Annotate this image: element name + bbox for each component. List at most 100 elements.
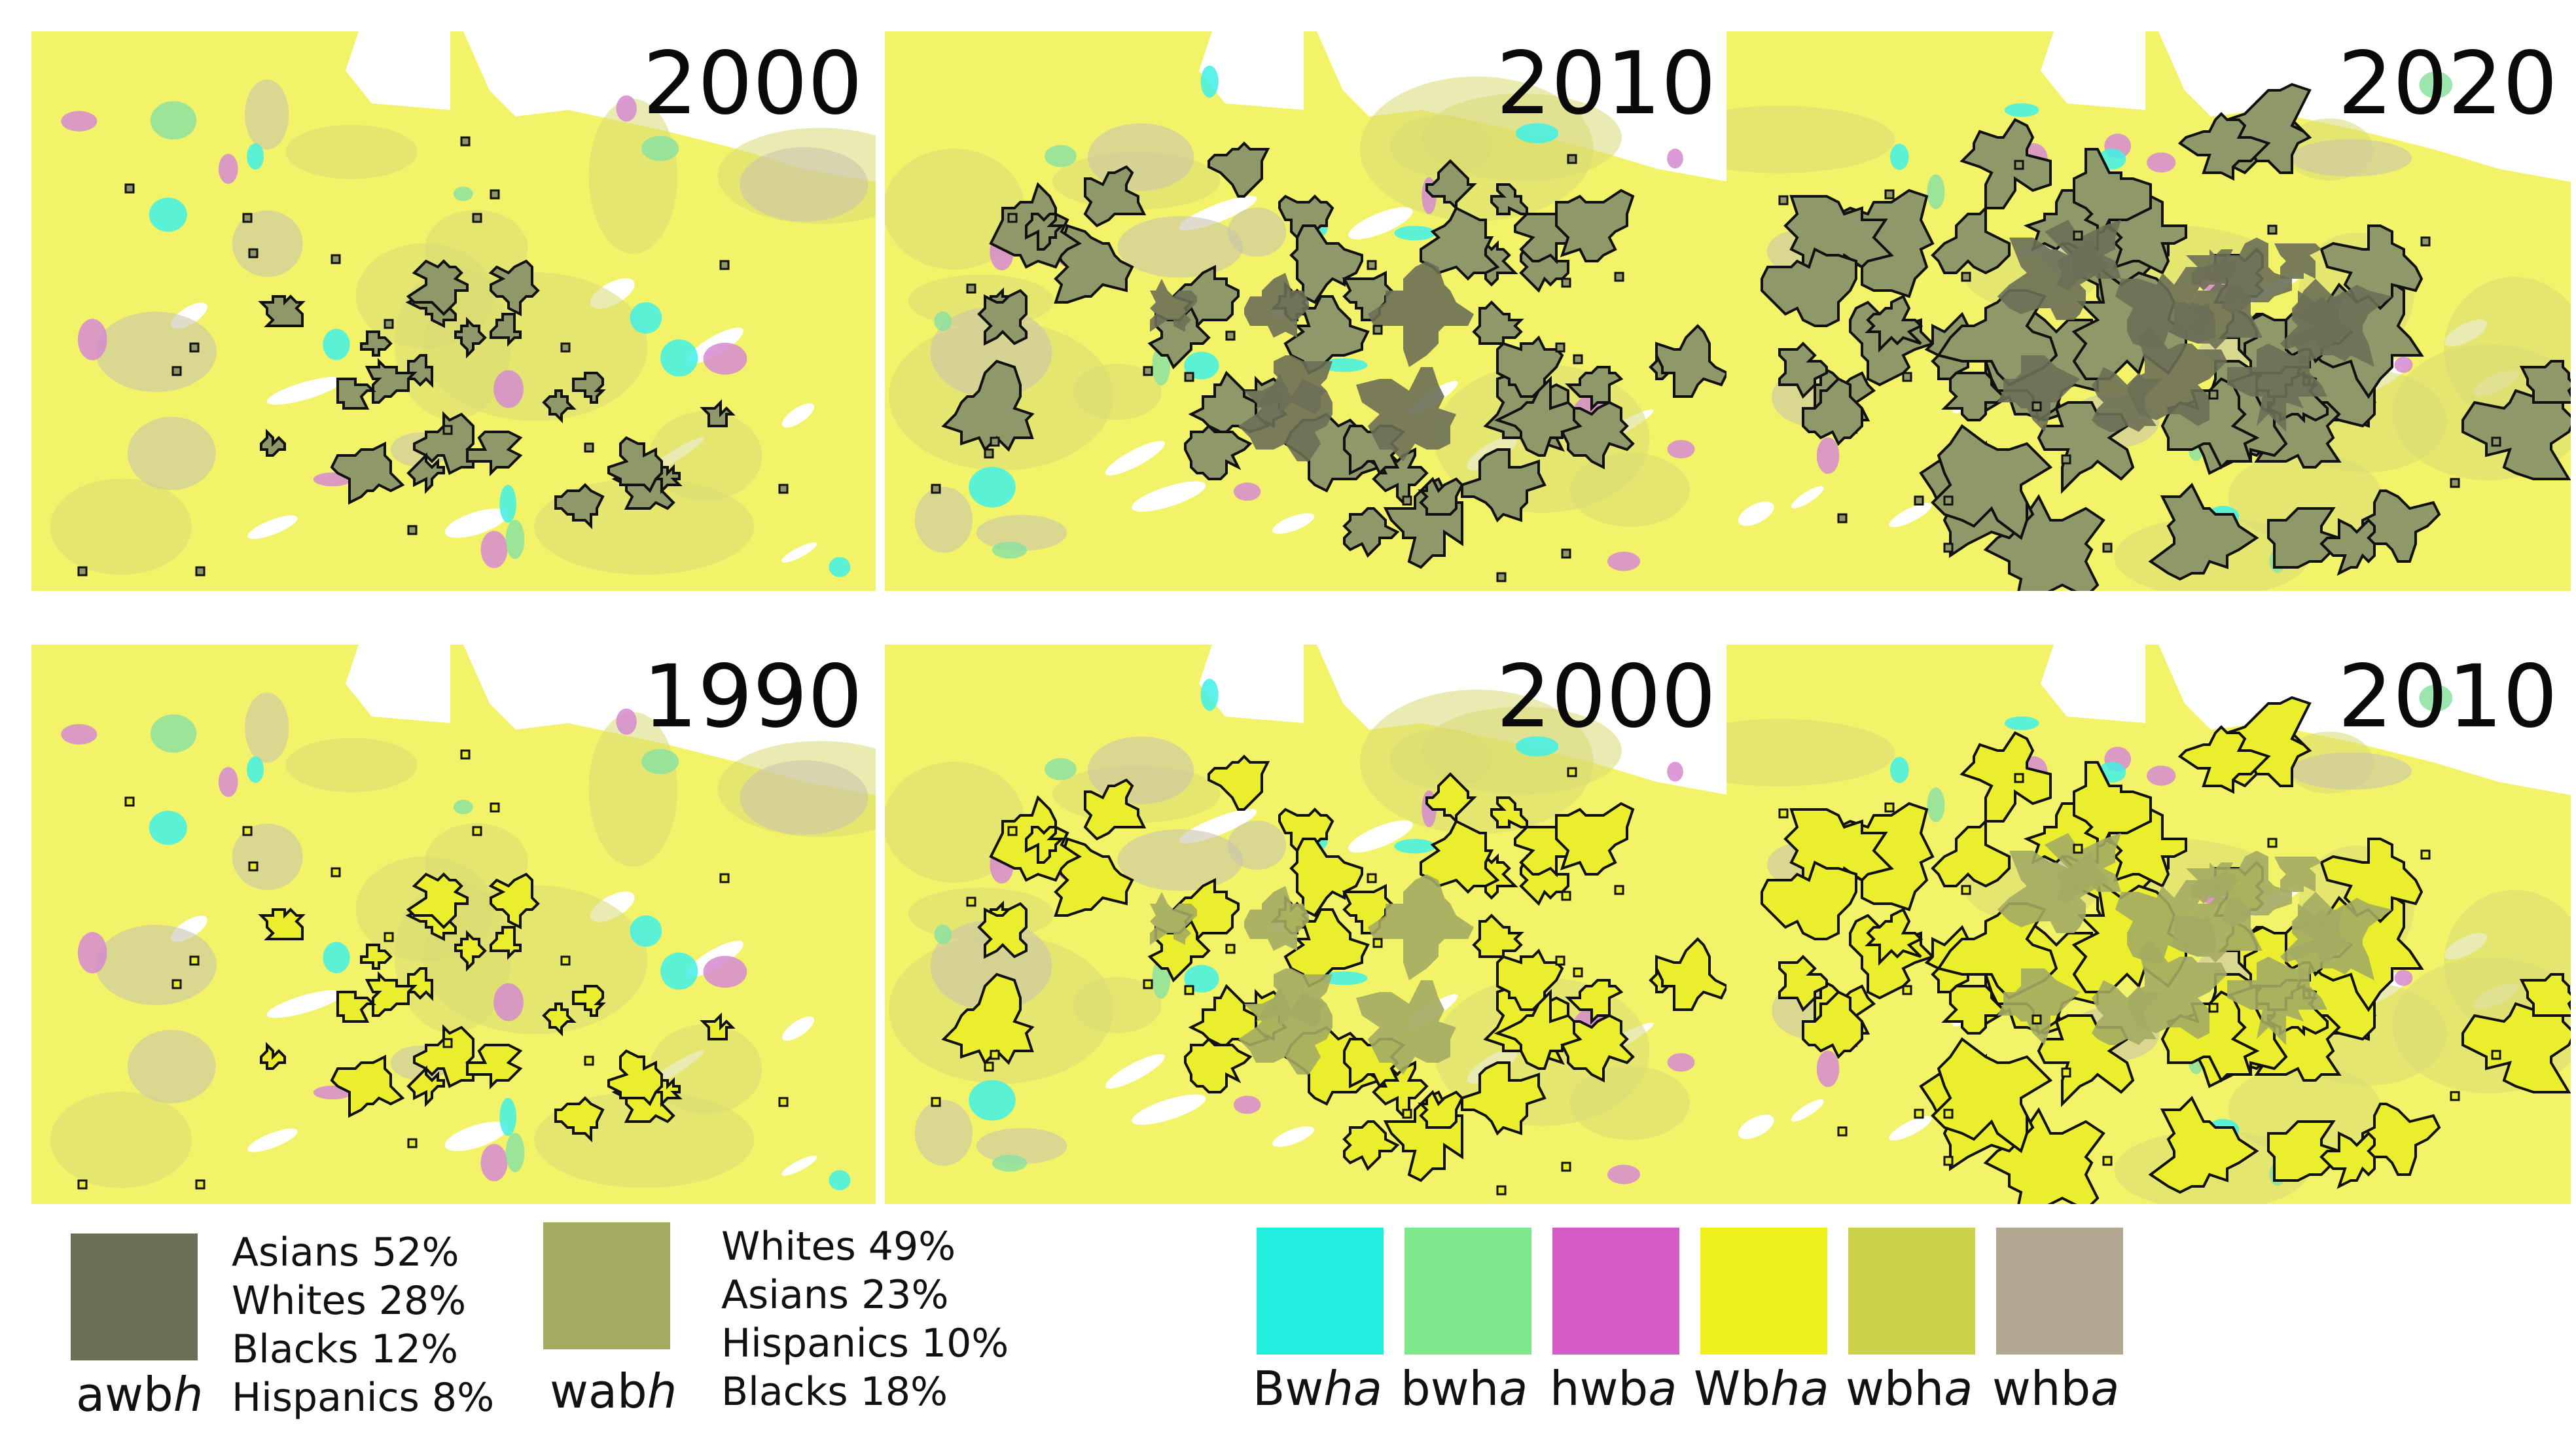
isolated-cluster (2267, 224, 2278, 235)
isolated-cluster (407, 1138, 418, 1148)
bwha-cyan-patch (247, 143, 264, 170)
isolated-cluster (984, 448, 994, 459)
cluster-boundary (1184, 1037, 1253, 1093)
cluster-boundary (2519, 360, 2571, 404)
map-6 (1726, 645, 2571, 1204)
hwba-patch (2394, 970, 2413, 986)
isolated-cluster (1902, 985, 1912, 995)
map-panel-3: 2020 (1726, 31, 2571, 591)
legend-classes: Bwha bwha hwba Wbha wbha whba (1253, 1228, 2173, 1424)
cluster-boundary (1778, 955, 1828, 1012)
isolated-cluster (1561, 548, 1571, 559)
cluster-boundary (490, 926, 522, 960)
bwha-green-patch (1927, 787, 1945, 823)
cluster-boundary (406, 872, 469, 929)
wbha-zone (285, 124, 418, 179)
cluster-boundary (2319, 518, 2376, 576)
cluster-boundary (258, 908, 306, 940)
no-data-streak (1889, 1116, 1932, 1141)
whba-zone (740, 760, 868, 835)
isolated-cluster (1573, 967, 1583, 978)
whba-zone (245, 79, 289, 150)
cluster-boundary (554, 1096, 605, 1143)
core-area (1997, 851, 2109, 933)
hwba-patch (2147, 765, 2176, 786)
isolated-cluster (2061, 1067, 2071, 1078)
isolated-cluster (1143, 366, 1153, 376)
whba-zone (976, 1127, 1067, 1164)
isolated-cluster (719, 260, 730, 270)
cluster-boundary (2319, 224, 2424, 310)
whba-zone (1117, 216, 1243, 278)
cluster-boundary (1560, 1014, 1635, 1083)
legend-swatch-bwha (1404, 1228, 1531, 1355)
legend-code-awbh: awbh (76, 1367, 204, 1422)
isolated-cluster (77, 566, 88, 577)
cluster-boundary (542, 389, 577, 423)
core-area (1150, 892, 1197, 945)
isolated-cluster (1567, 767, 1577, 777)
cluster-boundary (2319, 1131, 2376, 1189)
hwba-patch (2394, 357, 2413, 373)
cluster-boundary (607, 436, 663, 493)
cluster-boundary (1959, 731, 2052, 823)
bwha-cyan-patch (247, 756, 264, 783)
wbha-zone (1726, 105, 1895, 173)
legend-code-wbha: wbha (1846, 1361, 1973, 1416)
bwha-green-patch (505, 520, 525, 559)
isolated-cluster (2061, 454, 2071, 465)
wbha-zone (2228, 1065, 2382, 1154)
isolated-cluster (990, 436, 1000, 447)
isolated-cluster (560, 342, 571, 353)
core-area (2092, 367, 2162, 432)
isolated-cluster (472, 826, 482, 836)
hwba-patch (1667, 149, 1683, 169)
cluster-boundary (2148, 1095, 2259, 1194)
hwba-patch (1667, 762, 1683, 782)
cluster-boundary (1025, 826, 1065, 864)
map-4 (31, 645, 876, 1204)
no-data-streak (266, 376, 344, 405)
hwba-patch (218, 154, 238, 184)
bwha-cyan-patch (969, 1080, 1016, 1121)
hwba-patch (1816, 437, 1840, 474)
cluster-boundary (1496, 335, 1564, 398)
isolated-cluster (2031, 1014, 2042, 1025)
wbha-zone (885, 149, 1025, 270)
isolated-cluster (2073, 230, 2083, 241)
no-data-streak (1132, 1094, 1206, 1125)
bwha-green-patch (934, 311, 952, 331)
hwba-patch (1667, 440, 1695, 459)
whba-zone (245, 692, 289, 763)
cluster-boundary (941, 972, 1035, 1065)
bwha-cyan-patch (630, 302, 662, 334)
whba-zone (232, 210, 303, 277)
whba-zone (1117, 829, 1243, 891)
isolated-cluster (990, 1050, 1000, 1060)
cluster-boundary (1865, 294, 1923, 353)
isolated-cluster (171, 979, 182, 989)
cluster-boundary (260, 1042, 286, 1070)
cluster-boundary (1208, 141, 1270, 198)
cluster-boundary (1761, 860, 1857, 940)
core-area (1997, 238, 2109, 320)
isolated-cluster (1007, 826, 1018, 836)
core-area (2274, 857, 2321, 892)
no-data-streak (444, 1122, 509, 1151)
wbha-zone (1569, 1065, 1690, 1141)
cluster-boundary (2177, 725, 2271, 794)
no-data-streak (444, 508, 509, 538)
legend-swatch-wbha (1848, 1228, 1975, 1355)
isolated-cluster (966, 896, 976, 907)
no-data-streak (1272, 1126, 1314, 1147)
cluster-boundary (542, 1002, 577, 1037)
isolated-cluster (2014, 160, 2024, 170)
cluster-boundary (1283, 295, 1370, 375)
map-panel-1: 2000 (31, 31, 876, 591)
bwha-cyan-patch (660, 952, 698, 990)
isolated-cluster (1778, 808, 1789, 819)
no-data-streak (1132, 481, 1206, 512)
core-area (2127, 326, 2227, 426)
core-area (2274, 243, 2321, 279)
cluster-boundary (1461, 448, 1547, 523)
